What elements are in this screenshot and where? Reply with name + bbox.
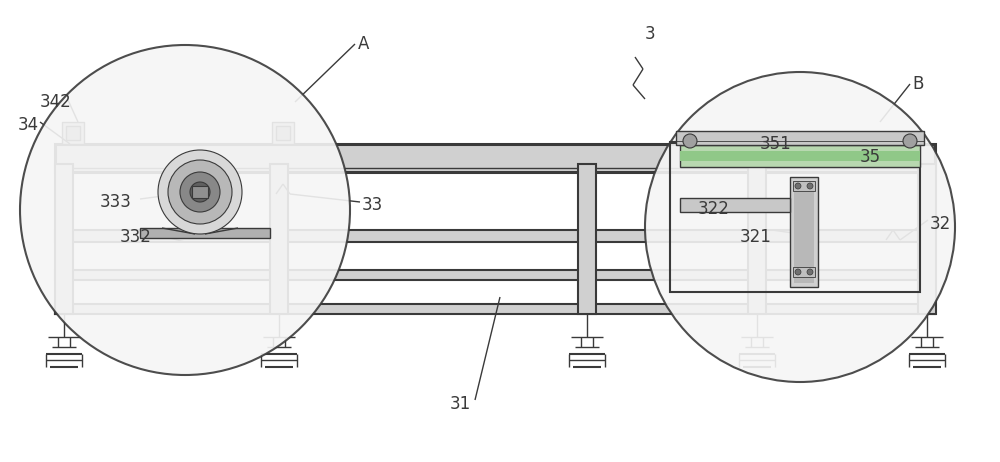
- Text: A: A: [358, 35, 369, 53]
- Bar: [918, 164, 936, 314]
- Text: 342: 342: [40, 93, 72, 111]
- Circle shape: [158, 150, 242, 234]
- Bar: [670, 142, 920, 292]
- Bar: [272, 122, 294, 144]
- Text: 321: 321: [740, 228, 772, 246]
- Bar: [66, 126, 80, 140]
- Circle shape: [683, 134, 697, 148]
- Circle shape: [20, 45, 350, 375]
- Text: 35: 35: [860, 148, 881, 166]
- Bar: [676, 131, 924, 145]
- Text: 351: 351: [760, 135, 792, 153]
- Bar: [55, 304, 935, 314]
- Text: 31: 31: [450, 395, 471, 413]
- Bar: [55, 144, 935, 172]
- Text: 32: 32: [930, 215, 951, 233]
- Text: 33: 33: [362, 196, 383, 214]
- Bar: [55, 230, 935, 242]
- Circle shape: [795, 183, 801, 189]
- Circle shape: [180, 172, 220, 212]
- Text: 333: 333: [100, 193, 132, 211]
- Circle shape: [645, 72, 955, 382]
- Bar: [192, 186, 208, 198]
- Circle shape: [903, 134, 917, 148]
- Bar: [680, 145, 920, 167]
- Text: 3: 3: [645, 25, 656, 43]
- Bar: [790, 177, 818, 287]
- Bar: [748, 164, 766, 314]
- Text: 322: 322: [698, 200, 730, 218]
- Bar: [680, 151, 920, 161]
- Bar: [140, 228, 270, 238]
- Text: 332: 332: [120, 228, 152, 246]
- Bar: [680, 198, 790, 212]
- Text: 34: 34: [18, 116, 39, 134]
- Bar: [55, 164, 73, 314]
- Bar: [55, 270, 935, 280]
- Bar: [270, 164, 288, 314]
- Circle shape: [807, 269, 813, 275]
- Circle shape: [807, 183, 813, 189]
- Bar: [793, 181, 815, 191]
- Bar: [62, 122, 84, 144]
- Bar: [794, 181, 814, 283]
- Bar: [276, 126, 290, 140]
- Text: B: B: [912, 75, 923, 93]
- Circle shape: [795, 269, 801, 275]
- Circle shape: [168, 160, 232, 224]
- Bar: [793, 267, 815, 277]
- Bar: [578, 164, 596, 314]
- Circle shape: [190, 182, 210, 202]
- Circle shape: [196, 188, 204, 196]
